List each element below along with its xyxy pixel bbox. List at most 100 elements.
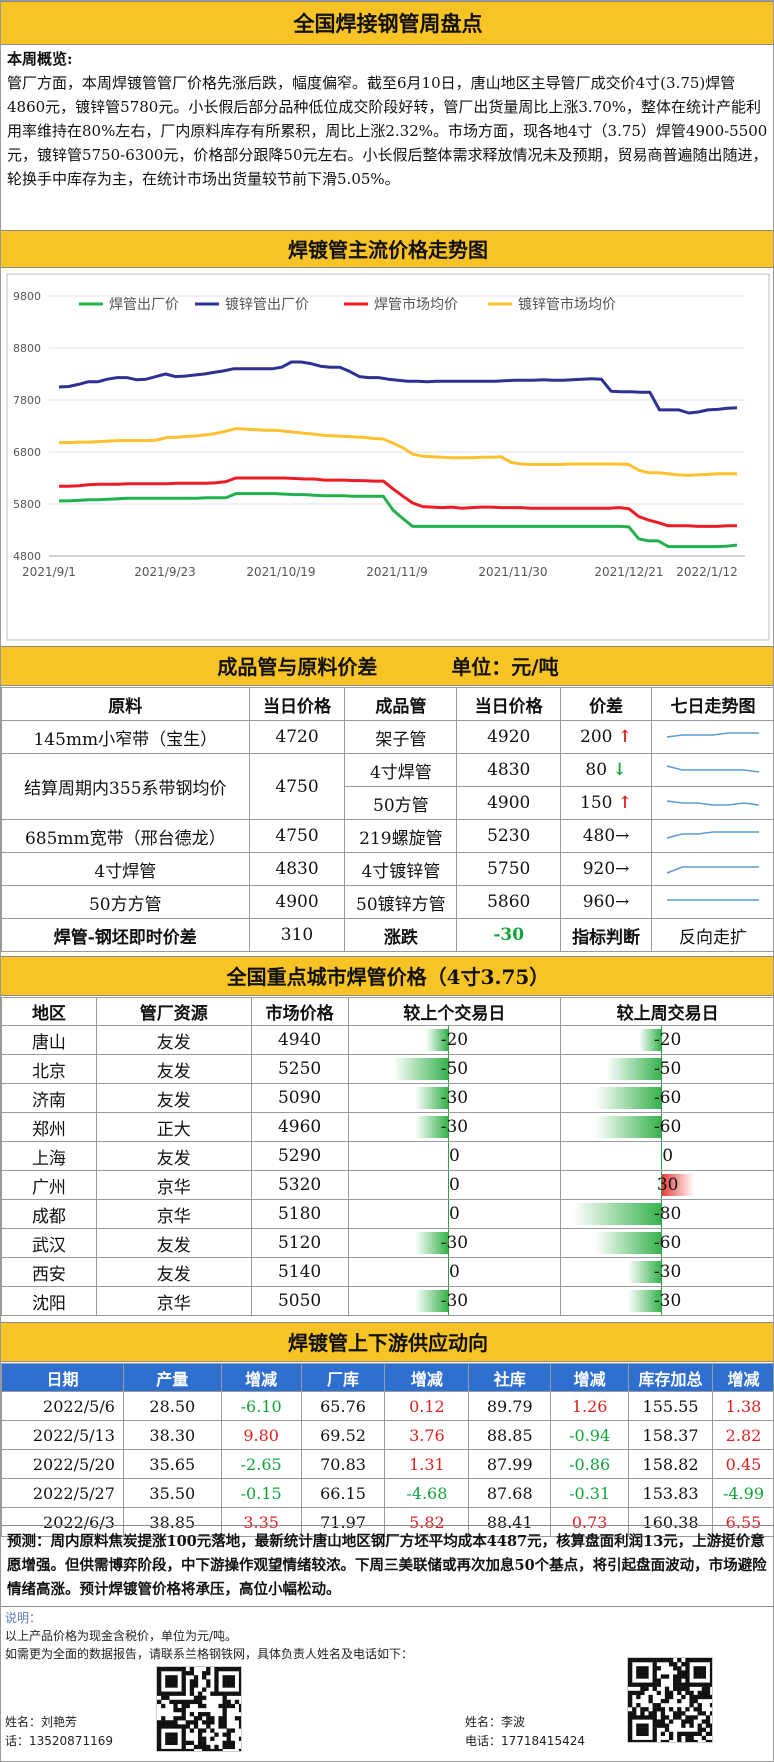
qr-module bbox=[640, 1727, 645, 1732]
supply-value: 28.50 bbox=[122, 1391, 222, 1421]
qr-module bbox=[673, 1662, 678, 1667]
change-vs-day: 0 bbox=[347, 1257, 562, 1287]
qr-module bbox=[181, 1699, 186, 1705]
qr-module bbox=[177, 1691, 182, 1696]
qr-module bbox=[193, 1675, 199, 1680]
qr-module bbox=[709, 1723, 712, 1728]
qr-module bbox=[632, 1707, 637, 1712]
qr-module bbox=[222, 1679, 227, 1684]
qr-module bbox=[644, 1682, 649, 1687]
qr-module bbox=[181, 1667, 186, 1672]
qr-module bbox=[214, 1748, 219, 1751]
qr-module bbox=[636, 1703, 641, 1708]
supply-value: 89.79 bbox=[468, 1391, 552, 1421]
qr-module bbox=[709, 1666, 712, 1671]
qr-module bbox=[668, 1658, 674, 1663]
qr-module bbox=[628, 1670, 633, 1675]
qr-module bbox=[705, 1739, 711, 1742]
qr-module bbox=[685, 1731, 690, 1737]
qr-module bbox=[206, 1671, 211, 1676]
qr-module bbox=[652, 1727, 657, 1732]
qr-module bbox=[169, 1736, 174, 1741]
qr-module bbox=[197, 1712, 203, 1717]
negative-bar bbox=[594, 1116, 662, 1138]
bar-axis bbox=[661, 1171, 663, 1199]
qr-module bbox=[185, 1699, 190, 1705]
supply-value: -6.10 bbox=[220, 1391, 302, 1421]
qr-module bbox=[701, 1694, 707, 1700]
qr-module bbox=[652, 1739, 657, 1742]
qr-module bbox=[202, 1671, 207, 1676]
qr-module bbox=[709, 1658, 712, 1663]
qr-module bbox=[193, 1695, 199, 1700]
x-tick-label: 2021/12/21 bbox=[594, 565, 663, 579]
supply-value: 87.68 bbox=[468, 1478, 552, 1508]
col-price: 市场价格 bbox=[250, 997, 349, 1026]
change-vs-week: -60 bbox=[560, 1228, 773, 1258]
negative-bar bbox=[639, 1029, 662, 1051]
qr-module bbox=[705, 1682, 711, 1687]
change-vs-day: -20 bbox=[347, 1025, 562, 1055]
qr-module bbox=[701, 1666, 707, 1671]
supply-value: 70.83 bbox=[300, 1449, 386, 1479]
qr-module bbox=[660, 1698, 666, 1704]
qr-module bbox=[685, 1707, 690, 1712]
qr-module bbox=[185, 1671, 190, 1676]
qr-module bbox=[222, 1744, 227, 1750]
qr-module bbox=[218, 1748, 223, 1751]
qr-module bbox=[628, 1727, 633, 1732]
change-vs-week: -20 bbox=[560, 1025, 773, 1055]
qr-module bbox=[185, 1748, 190, 1751]
qr-module bbox=[644, 1731, 649, 1737]
qr-module bbox=[697, 1666, 702, 1671]
qr-module bbox=[693, 1658, 698, 1663]
qr-module bbox=[689, 1719, 694, 1724]
page-title: 全国焊接钢管周盘点 bbox=[1, 1, 773, 45]
qr-module bbox=[640, 1707, 645, 1712]
contact-name: 姓名：刘艳芳 bbox=[5, 1715, 78, 1729]
legend-label: 焊管出厂价 bbox=[109, 297, 179, 313]
qr-module bbox=[652, 1711, 657, 1716]
qr-module bbox=[189, 1720, 195, 1725]
overview-section: 本周概览: 管厂方面，本周焊镀管管厂价格先涨后跌，幅度偏窄。截至6月10日，唐山… bbox=[7, 47, 769, 191]
bar-axis bbox=[448, 1229, 450, 1257]
qr-module bbox=[660, 1715, 666, 1720]
qr-module bbox=[640, 1674, 645, 1679]
change-vs-week: -50 bbox=[560, 1054, 773, 1084]
col-product-price: 当日价格 bbox=[456, 687, 562, 721]
qr-module bbox=[673, 1678, 678, 1683]
negative-bar bbox=[426, 1029, 449, 1051]
qr-module bbox=[644, 1658, 649, 1663]
table-row: 685mm宽带（邢台德龙） 4750 219螺旋管 5230 480→ bbox=[1, 819, 773, 853]
qr-module bbox=[222, 1720, 227, 1725]
qr-module bbox=[640, 1670, 645, 1675]
qr-module bbox=[668, 1707, 674, 1712]
qr-module bbox=[234, 1699, 240, 1705]
qr-module bbox=[689, 1703, 694, 1708]
qr-module bbox=[709, 1670, 712, 1675]
x-tick-label: 2021/9/23 bbox=[134, 565, 196, 579]
qr-module bbox=[193, 1744, 199, 1750]
col-product: 成品管 bbox=[344, 687, 458, 721]
qr-module bbox=[173, 1691, 178, 1696]
qr-module bbox=[238, 1683, 241, 1688]
qr-module bbox=[222, 1703, 227, 1709]
qr-module bbox=[218, 1691, 223, 1696]
qr-module bbox=[181, 1683, 186, 1688]
qr-module bbox=[185, 1720, 190, 1725]
bar-axis bbox=[661, 1142, 663, 1170]
bar-axis bbox=[448, 1084, 450, 1112]
bar-axis bbox=[448, 1287, 450, 1315]
qr-module bbox=[705, 1658, 711, 1663]
qr-module bbox=[628, 1674, 633, 1679]
supply-value: 1.31 bbox=[384, 1449, 470, 1479]
table-row: 广州 京华 5320 0 30 bbox=[1, 1170, 773, 1200]
negative-bar bbox=[393, 1058, 449, 1080]
qr-module bbox=[709, 1662, 712, 1667]
table-row: 2022/5/13 38.30 9.80 69.52 3.76 88.85 -0.94 158… bbox=[1, 1420, 773, 1450]
qr-module bbox=[660, 1674, 666, 1679]
city-source: 友发 bbox=[95, 1141, 252, 1171]
qr-module bbox=[173, 1724, 178, 1729]
qr-module bbox=[652, 1662, 657, 1667]
supply-col-header: 厂库 bbox=[300, 1363, 386, 1392]
